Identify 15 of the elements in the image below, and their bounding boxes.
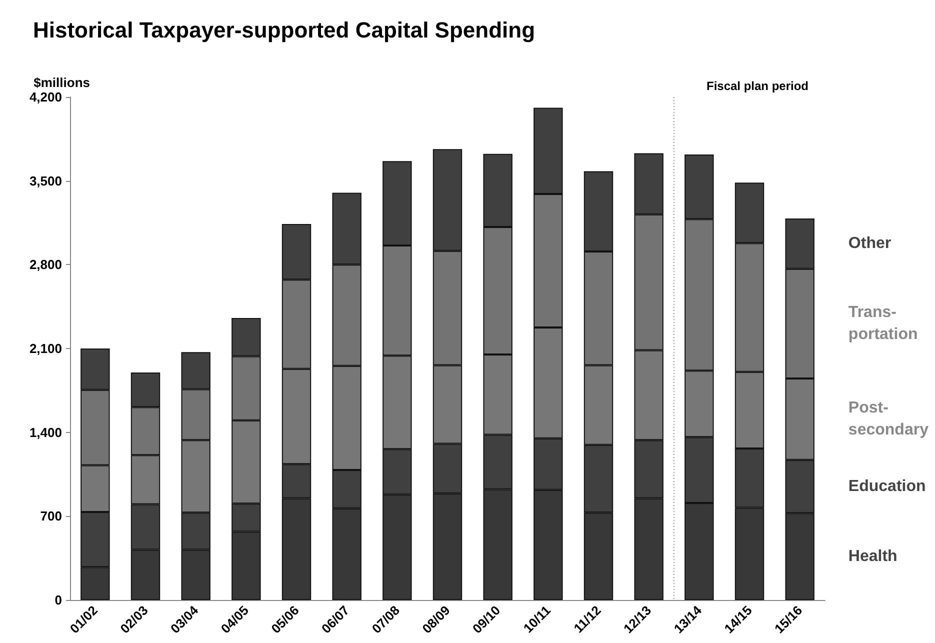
y-tick-label: 0 xyxy=(54,592,62,608)
text: Education xyxy=(848,478,926,496)
text: Trans- portation xyxy=(848,304,918,344)
y-axis-title: $millions xyxy=(34,75,90,90)
y-tick-label: 1,400 xyxy=(29,424,62,440)
text: Other xyxy=(848,235,892,252)
y-tick-label: 3,500 xyxy=(29,173,62,188)
ref-line-label: Fiscal plan period xyxy=(706,79,809,93)
text: Health xyxy=(848,548,898,566)
y-tick-label: 4,200 xyxy=(29,90,62,104)
chart-title: Historical Taxpayer-supported Capital Spending xyxy=(33,18,536,42)
text: Post- secondary xyxy=(848,400,929,439)
y-tick-label: 2,800 xyxy=(29,257,62,272)
y-tick-label: 700 xyxy=(40,508,62,524)
y-tick-label: 2,100 xyxy=(29,341,62,356)
